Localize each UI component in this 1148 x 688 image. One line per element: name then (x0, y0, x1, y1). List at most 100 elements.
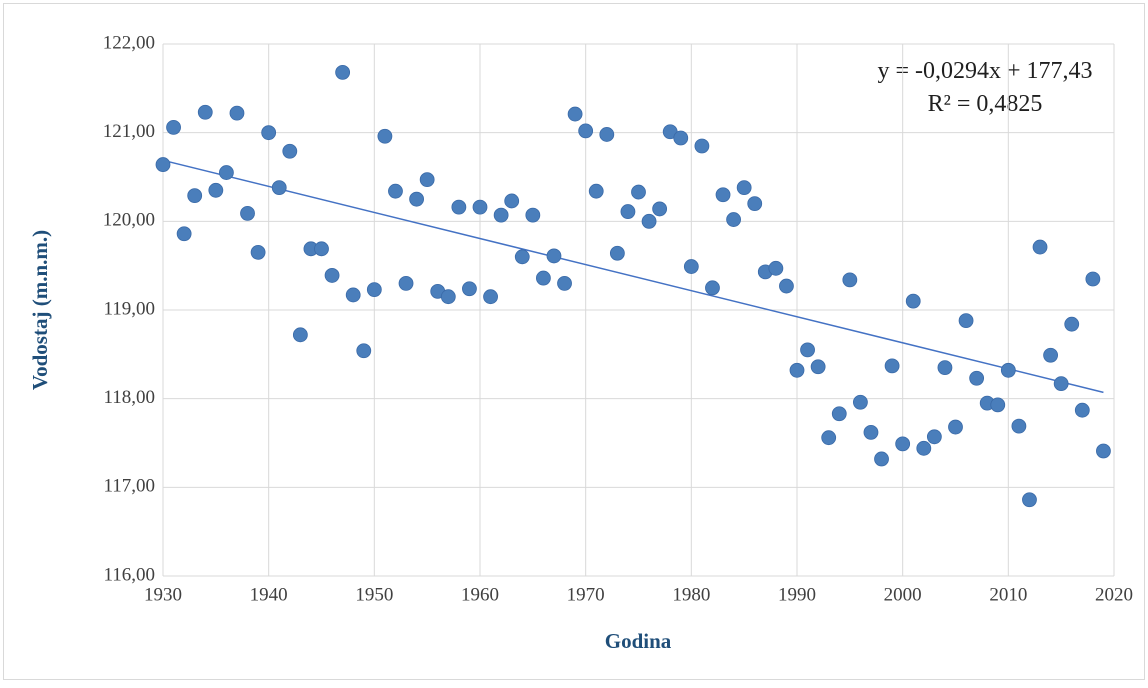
y-tick-label: 120,00 (103, 210, 155, 231)
x-tick-label: 1930 (144, 584, 182, 605)
point (715, 187, 731, 203)
x-tick-label: 1980 (672, 584, 710, 605)
point (831, 406, 847, 422)
point (620, 204, 636, 219)
point (842, 272, 858, 288)
x-tick-label: 2020 (1095, 584, 1133, 605)
point (683, 259, 699, 274)
x-tick-label: 1970 (567, 584, 605, 605)
point (567, 106, 583, 122)
point (282, 143, 298, 159)
y-tick-label: 118,00 (103, 387, 155, 408)
point (229, 105, 245, 121)
point (1064, 316, 1080, 332)
x-tick-label: 2000 (884, 584, 922, 605)
point (292, 327, 308, 343)
point (694, 138, 710, 154)
point (472, 199, 488, 215)
point (187, 188, 203, 204)
point (578, 123, 594, 139)
point (514, 249, 530, 265)
y-tick-label: 116,00 (103, 564, 155, 585)
point (768, 260, 784, 276)
point (250, 244, 266, 260)
point (705, 280, 720, 296)
point (218, 165, 234, 180)
trend-equation: y = -0,0294x + 177,43 (877, 58, 1092, 84)
point (324, 268, 340, 283)
point (1032, 239, 1048, 255)
x-tick-label: 1950 (355, 584, 393, 605)
point (409, 191, 425, 207)
trend-r2: R² = 0,4825 (928, 91, 1043, 117)
y-tick-label: 119,00 (103, 298, 155, 319)
point (926, 429, 942, 445)
point (546, 248, 562, 264)
point (462, 281, 477, 297)
point (1043, 347, 1058, 363)
point (641, 213, 657, 229)
point (652, 201, 668, 217)
y-tick-label: 121,00 (103, 121, 155, 142)
point (261, 125, 277, 141)
point (356, 343, 372, 359)
point (493, 207, 509, 223)
point (631, 184, 646, 200)
point (747, 196, 763, 212)
x-tick-label: 1940 (250, 584, 288, 605)
y-tick-label: 117,00 (103, 476, 155, 497)
point (905, 293, 921, 309)
point (377, 128, 393, 144)
point (240, 205, 255, 221)
point (1085, 271, 1101, 287)
point (916, 440, 932, 456)
point (736, 180, 752, 196)
point (451, 199, 467, 215)
point (1096, 443, 1111, 459)
x-tick-label: 1960 (461, 584, 499, 605)
point (504, 193, 520, 209)
point (821, 430, 837, 446)
point (419, 172, 435, 188)
point (1011, 418, 1027, 434)
point (166, 119, 181, 135)
point (895, 436, 911, 452)
y-axis-title: Vodostaj (m.n.m.) (28, 230, 52, 390)
point (609, 245, 625, 261)
point (779, 278, 794, 294)
x-axis-title: Godina (605, 629, 672, 653)
point (800, 342, 815, 358)
x-tick-label: 1990 (778, 584, 816, 605)
point (969, 370, 985, 386)
point (810, 359, 826, 375)
point (1074, 402, 1090, 418)
point (536, 270, 551, 286)
point (588, 183, 604, 199)
point (483, 289, 498, 305)
point (1000, 362, 1016, 378)
point (1053, 376, 1069, 391)
point (874, 451, 889, 467)
point (440, 289, 456, 305)
point (314, 241, 329, 257)
point (948, 419, 963, 435)
point (853, 394, 868, 410)
point (271, 180, 287, 196)
point (884, 358, 900, 374)
point (208, 182, 224, 198)
point (335, 64, 351, 80)
point (599, 127, 615, 142)
point (155, 157, 171, 172)
point (990, 397, 1006, 413)
point (937, 360, 953, 376)
point (673, 130, 689, 146)
y-tick-label: 122,00 (103, 32, 155, 53)
point (197, 104, 213, 120)
point (398, 275, 414, 291)
point (176, 226, 192, 242)
point (525, 207, 541, 223)
point (345, 287, 361, 303)
point (958, 313, 974, 329)
x-tick-label: 2010 (989, 584, 1027, 605)
